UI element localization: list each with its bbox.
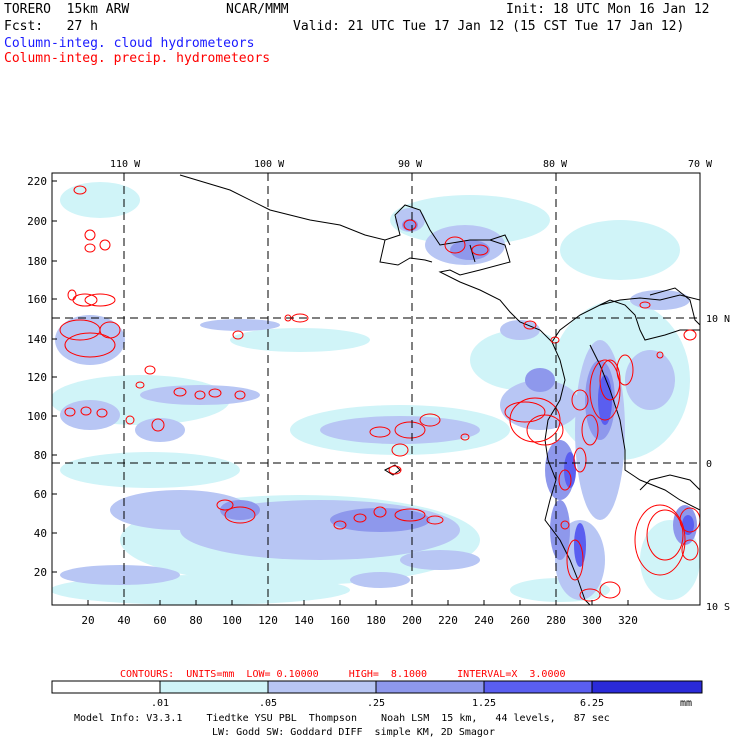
forecast-hour: Fcst: 27 h — [4, 19, 98, 34]
x-tick: 40 — [117, 614, 130, 627]
y-tick: 180 — [27, 255, 47, 268]
lon-label-110w: 110 W — [110, 159, 141, 170]
lon-label-80w: 80 W — [543, 159, 568, 170]
valid-time: Valid: 21 UTC Tue 17 Jan 12 (15 CST Tue … — [293, 19, 685, 34]
lon-label-100w: 100 W — [254, 159, 285, 170]
y-tick: 200 — [27, 215, 47, 228]
y-tick: 160 — [27, 293, 47, 306]
model-title: TORERO 15km ARW — [4, 2, 130, 17]
field-cloud-label: Column-integ. cloud hydrometeors — [4, 36, 255, 51]
footer-model-info: Model Info: V3.3.1 Tiedtke YSU PBL Thomp… — [74, 713, 610, 724]
colorbar-bin — [591, 680, 703, 694]
x-tick: 180 — [366, 614, 386, 627]
colorbar — [51, 680, 703, 694]
x-tick: 140 — [294, 614, 314, 627]
colorbar-level: .01 — [151, 698, 169, 709]
colorbar-bin — [375, 680, 485, 694]
x-tick: 320 — [618, 614, 638, 627]
coastlines — [179, 174, 700, 605]
field-precip-label: Column-integ. precip. hydrometeors — [4, 51, 271, 66]
lon-label-70w: 70 W — [688, 159, 713, 170]
colorbar-level: 6.25 — [580, 698, 604, 709]
lon-label-90w: 90 W — [398, 159, 423, 170]
x-tick: 120 — [258, 614, 278, 627]
x-tick: 100 — [222, 614, 242, 627]
x-tick: 220 — [438, 614, 458, 627]
x-tick: 300 — [582, 614, 602, 627]
x-tick: 240 — [474, 614, 494, 627]
axis-ticks — [52, 180, 629, 605]
colorbar-level: .25 — [367, 698, 385, 709]
x-tick: 260 — [510, 614, 530, 627]
footer-physics-info: LW: Godd SW: Goddard DIFF simple KM, 2D … — [212, 727, 495, 738]
y-tick: 40 — [34, 527, 47, 540]
y-tick: 60 — [34, 488, 47, 501]
y-tick: 220 — [27, 175, 47, 188]
colorbar-unit: mm — [680, 698, 692, 709]
colorbar-level: .05 — [259, 698, 277, 709]
contour-info: CONTOURS: UNITS=mm LOW= 0.10000 HIGH= 8.… — [120, 669, 566, 680]
lat-label-10n: 10 N — [706, 314, 730, 325]
y-tick: 80 — [34, 449, 47, 462]
y-tick: 140 — [27, 333, 47, 346]
lat-label-0: 0 — [706, 459, 712, 470]
x-tick: 60 — [153, 614, 166, 627]
x-tick: 160 — [330, 614, 350, 627]
y-tick: 120 — [27, 371, 47, 384]
x-tick: 20 — [81, 614, 94, 627]
center-name: NCAR/MMM — [226, 2, 289, 17]
y-tick: 20 — [34, 566, 47, 579]
lat-label-10s: 10 S — [706, 602, 730, 613]
x-tick: 200 — [402, 614, 422, 627]
colorbar-bin — [51, 680, 161, 694]
x-tick: 80 — [189, 614, 202, 627]
init-time: Init: 18 UTC Mon 16 Jan 12 — [506, 2, 710, 17]
y-tick: 100 — [27, 410, 47, 423]
colorbar-level: 1.25 — [472, 698, 496, 709]
x-tick: 280 — [546, 614, 566, 627]
colorbar-bin — [267, 680, 377, 694]
colorbar-bin — [483, 680, 593, 694]
graticule — [52, 173, 700, 605]
colorbar-bin — [159, 680, 269, 694]
